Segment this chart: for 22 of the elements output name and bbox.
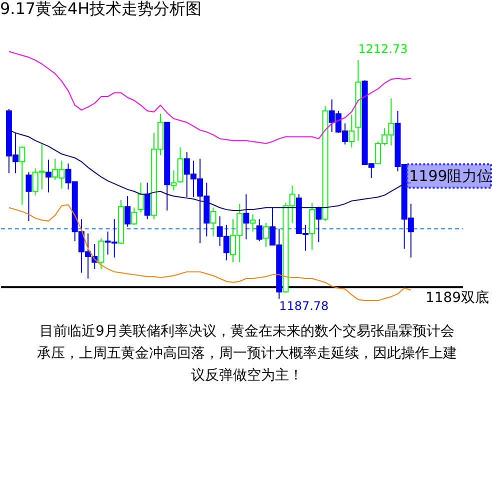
ref-line-label: 1189双底 [425, 290, 490, 306]
candlestick [98, 238, 104, 270]
candlestick [243, 194, 250, 240]
candlestick [45, 159, 52, 193]
candlestick [19, 146, 26, 206]
candlestick [348, 114, 355, 148]
candlestick [138, 182, 144, 213]
candlestick [256, 218, 262, 242]
candlestick [309, 202, 316, 250]
candlestick [144, 182, 150, 220]
annotation: 1199阻力位 [409, 167, 492, 186]
candlestick [210, 207, 216, 237]
annotation: 1187.78 [279, 298, 329, 313]
candlestick [262, 222, 269, 248]
chart-title: 9.17黄金4H技术走势分析图 [0, 0, 202, 18]
text: 1212.73 [358, 42, 408, 56]
candlestick [250, 214, 256, 232]
candlestick [316, 206, 322, 243]
text: 目前临近9月美联储利率决议，黄金在未来的数个交易张晶霖预计会承压，上周五黄金冲高回落，周一预计大概率走延续，因此操作上建议反弹做空为主！ [37, 324, 457, 384]
candlestick [124, 196, 131, 228]
candlestick [131, 207, 138, 226]
candlestick [26, 172, 32, 222]
